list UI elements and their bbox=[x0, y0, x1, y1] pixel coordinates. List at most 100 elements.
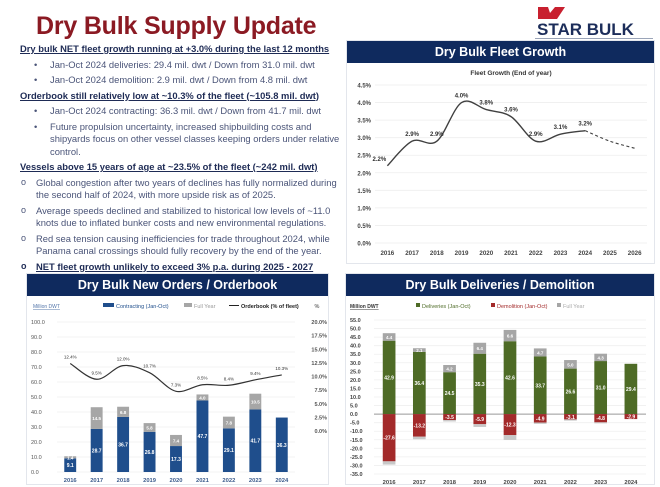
bar-full-year-demolition bbox=[473, 424, 487, 427]
bar-full-year-deliveries bbox=[443, 365, 456, 373]
y-tick-left: 50.0 bbox=[31, 395, 42, 401]
projected-growth-line bbox=[584, 130, 635, 149]
deliveries-panel-title: Dry Bulk Deliveries / Demolition bbox=[346, 274, 654, 296]
x-tick-label: 2020 bbox=[504, 480, 517, 486]
x-tick-label: 2026 bbox=[628, 250, 642, 257]
y-tick-label: -10.0 bbox=[350, 429, 363, 435]
bar-label-contracting: 36.7 bbox=[118, 442, 128, 448]
x-tick-label: 2020 bbox=[170, 478, 183, 484]
bar-label-demolition: -13.2 bbox=[414, 423, 426, 429]
bar-full-year-demolition bbox=[443, 420, 456, 422]
y-tick-label: 40.0 bbox=[350, 344, 361, 350]
x-tick-label: 2020 bbox=[479, 250, 493, 257]
bar-label-demolition: -27.6 bbox=[383, 436, 395, 442]
orderbook-line bbox=[69, 362, 282, 393]
orderbook-label: 10.3% bbox=[275, 366, 288, 371]
bullet-item: o Average speeds declined and stabilized … bbox=[21, 204, 331, 229]
bar-demolition bbox=[533, 414, 547, 423]
y-tick-label: -5.0 bbox=[350, 421, 359, 427]
y-tick-label: 4.0% bbox=[357, 101, 371, 107]
chart-subtitle: Fleet Growth (End of year) bbox=[470, 70, 551, 77]
y-tick-left: 80.0 bbox=[31, 350, 42, 356]
x-tick-label: 2022 bbox=[222, 478, 235, 484]
star-bulk-logo: STAR BULK bbox=[537, 7, 635, 37]
data-label: 3.8% bbox=[479, 101, 493, 107]
x-tick-label: 2023 bbox=[554, 250, 568, 257]
bar-label-contracting: 29.1 bbox=[224, 448, 234, 454]
x-tick-label: 2024 bbox=[578, 250, 592, 257]
bar-full-year-demolition bbox=[564, 419, 577, 421]
bullet-item: • Future propulsion uncertainty, increase… bbox=[34, 120, 340, 157]
deliveries-panel: Dry Bulk Deliveries / Demolition Million… bbox=[345, 273, 655, 486]
y-tick-left: 100.0 bbox=[31, 320, 45, 326]
x-tick-label: 2021 bbox=[534, 480, 548, 486]
bullet-item: • Jan-Oct 2024 demolition: 2.9 mil. dwt /… bbox=[34, 74, 308, 85]
x-tick-label: 2017 bbox=[405, 250, 419, 257]
bar-label-demolition: -4.9 bbox=[536, 416, 545, 422]
legend-swatch-full-year bbox=[557, 303, 561, 307]
orderbook-label: 10.7% bbox=[143, 364, 156, 369]
fleet-growth-panel-title: Dry Bulk Fleet Growth bbox=[347, 41, 654, 63]
y-tick-right: 17.5% bbox=[311, 334, 327, 340]
bar-label-demolition: -5.9 bbox=[475, 417, 484, 423]
bar-contracting bbox=[64, 458, 77, 472]
bar-contracting bbox=[275, 417, 288, 472]
bar-label-deliveries: 35.3 bbox=[475, 382, 485, 388]
y-tick-label: 5.0 bbox=[350, 404, 358, 410]
legend-deliveries: Deliveries (Jan-Oct) bbox=[422, 304, 471, 310]
y-tick-label: 0.0 bbox=[350, 412, 358, 418]
x-tick-label: 2017 bbox=[413, 480, 426, 486]
bar-deliveries bbox=[412, 351, 426, 415]
legend-contracting: Contracting (Jan-Oct) bbox=[116, 304, 169, 310]
bar-deliveries bbox=[382, 340, 396, 415]
right-axis-unit: % bbox=[315, 304, 320, 310]
data-label: 2.9% bbox=[405, 132, 419, 138]
x-tick-label: 2022 bbox=[529, 250, 543, 257]
bar-deliveries bbox=[564, 368, 577, 415]
y-tick-right: 2.5% bbox=[314, 415, 327, 421]
x-tick-label: 2017 bbox=[90, 478, 103, 484]
bar-full-year-deliveries bbox=[533, 348, 547, 357]
bar-full-year-deliveries bbox=[412, 348, 426, 352]
bullet-item: • Jan-Oct 2024 deliveries: 29.4 mil. dwt … bbox=[34, 58, 315, 70]
bar-full-year bbox=[143, 423, 156, 432]
bar-demolition bbox=[624, 414, 638, 420]
bar-label-contracting: 9.1 bbox=[67, 463, 74, 469]
bar-deliveries bbox=[443, 372, 456, 415]
data-label: 4.0% bbox=[455, 94, 469, 100]
bar-label-demolition: -12.3 bbox=[504, 423, 516, 429]
section3-header: Vessels above 15 years of age at ~23.5% … bbox=[20, 161, 318, 172]
x-tick-label: 2021 bbox=[196, 478, 210, 484]
bar-contracting bbox=[143, 431, 156, 472]
bar-deliveries bbox=[594, 361, 608, 415]
x-tick-label: 2023 bbox=[594, 480, 608, 486]
bar-label-full-year: 5.8 bbox=[146, 425, 153, 430]
y-tick-label: 25.0 bbox=[350, 369, 361, 375]
data-label: 2.9% bbox=[430, 132, 444, 138]
bar-full-year-deliveries bbox=[503, 329, 517, 342]
x-tick-label: 2018 bbox=[443, 480, 457, 486]
bar-full-year-deliveries bbox=[473, 342, 487, 354]
bar-contracting bbox=[90, 428, 103, 472]
y-tick-right: 20.0% bbox=[311, 320, 327, 326]
y-tick-right: 12.5% bbox=[311, 361, 327, 367]
legend-full-year: Full Year bbox=[563, 304, 585, 310]
left-text-column: Dry bulk NET fleet growth running at +3.… bbox=[20, 42, 342, 273]
y-tick-right: 5.0% bbox=[314, 402, 327, 408]
bar-full-year-deliveries bbox=[594, 353, 608, 362]
y-tick-label: 15.0 bbox=[350, 386, 361, 392]
legend-swatch-demolition bbox=[491, 303, 495, 307]
bullet-item: o Red sea tension causing inefficiencies … bbox=[21, 232, 330, 257]
logo-underline bbox=[535, 38, 653, 39]
bar-deliveries bbox=[473, 353, 487, 415]
data-label: 3.6% bbox=[504, 108, 518, 114]
y-tick-left: 30.0 bbox=[31, 425, 42, 431]
x-tick-label: 2024 bbox=[275, 478, 289, 484]
bar-contracting bbox=[170, 446, 182, 472]
bar-label-deliveries: 33.7 bbox=[535, 383, 545, 389]
bar-demolition bbox=[443, 414, 456, 421]
legend-orderbook: Orderbook (% of fleet) bbox=[241, 304, 299, 310]
bullet-item: o Global congestion after two years of de… bbox=[21, 176, 337, 201]
page-title: Dry Bulk Supply Update bbox=[36, 12, 317, 40]
y-tick-left: 70.0 bbox=[31, 365, 42, 371]
